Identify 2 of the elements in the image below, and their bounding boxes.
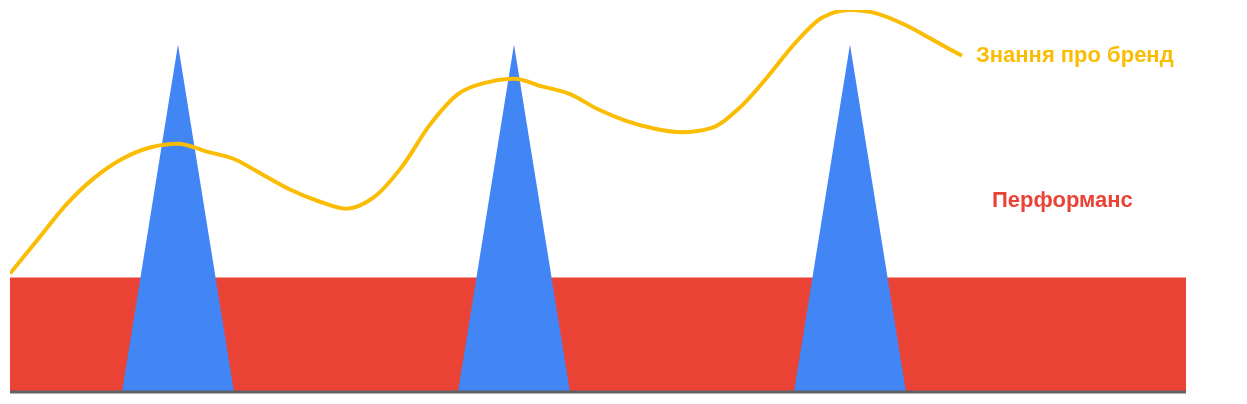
series-label: Знання про бренд	[976, 41, 1174, 68]
text: Перформанс	[992, 187, 1133, 214]
